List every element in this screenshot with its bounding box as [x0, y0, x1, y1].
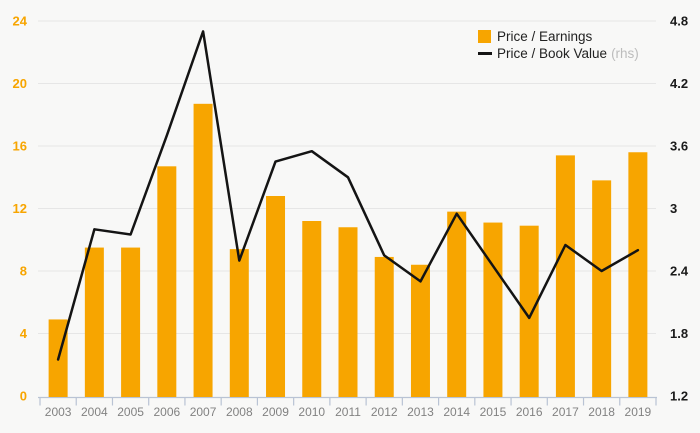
- right-axis-label-1.8: 1.8: [670, 326, 688, 341]
- x-label-2011: 2011: [335, 405, 361, 419]
- left-axis-label-20: 20: [13, 76, 27, 91]
- bar-2008: [229, 249, 249, 397]
- right-axis-label-4.2: 4.2: [670, 76, 688, 91]
- x-label-2013: 2013: [407, 405, 434, 419]
- x-label-2010: 2010: [298, 405, 325, 419]
- x-label-2015: 2015: [480, 405, 507, 419]
- legend-label-price-earnings: Price / Earnings: [497, 29, 593, 44]
- bar-2013: [410, 264, 430, 397]
- bar-2007: [193, 103, 213, 397]
- bar-2018: [592, 180, 612, 397]
- left-axis-label-12: 12: [13, 201, 27, 216]
- bar-2016: [519, 225, 539, 397]
- bar-2019: [628, 152, 648, 397]
- price-book-value-line: [56, 30, 640, 361]
- bar-2011: [338, 227, 358, 397]
- left-axis-label-24: 24: [13, 14, 28, 29]
- bar-2006: [157, 166, 177, 397]
- right-axis-label-2.4: 2.4: [670, 264, 689, 279]
- x-label-2004: 2004: [81, 405, 108, 419]
- right-axis-label-3.6: 3.6: [670, 139, 688, 154]
- x-label-2019: 2019: [625, 405, 652, 419]
- right-axis-label-4.8: 4.8: [670, 14, 688, 29]
- x-label-2017: 2017: [552, 405, 579, 419]
- legend-rhs-suffix: (rhs): [611, 46, 639, 61]
- legend-label-price-book-value: Price / Book Value: [497, 46, 608, 61]
- left-axis-label-16: 16: [13, 139, 27, 154]
- x-label-2005: 2005: [117, 405, 144, 419]
- x-label-2014: 2014: [443, 405, 470, 419]
- x-label-2008: 2008: [226, 405, 253, 419]
- legend: Price / Earnings Price / Book Value (rhs…: [478, 28, 639, 62]
- bar-2005: [121, 247, 141, 397]
- x-label-2006: 2006: [153, 405, 180, 419]
- bar-2009: [266, 196, 286, 397]
- legend-item-price-earnings: Price / Earnings: [478, 28, 639, 45]
- left-axis-label-8: 8: [20, 264, 27, 279]
- right-axis-label-3: 3: [670, 201, 677, 216]
- x-label-2007: 2007: [190, 405, 217, 419]
- bar-2017: [555, 155, 575, 397]
- bar-2010: [302, 221, 322, 397]
- legend-item-price-book-value: Price / Book Value (rhs): [478, 45, 639, 62]
- bar-2012: [374, 256, 394, 397]
- x-label-2009: 2009: [262, 405, 289, 419]
- x-label-2012: 2012: [371, 405, 398, 419]
- right-axis-label-1.2: 1.2: [670, 389, 688, 404]
- line-series-swatch-icon: [478, 52, 492, 55]
- left-axis-label-4: 4: [20, 326, 28, 341]
- x-label-2003: 2003: [45, 405, 72, 419]
- left-axis-label-0: 0: [20, 389, 27, 404]
- bar-2014: [447, 211, 467, 397]
- bar-2004: [84, 247, 104, 397]
- bar-series-swatch-icon: [478, 30, 491, 43]
- x-label-2018: 2018: [588, 405, 615, 419]
- x-label-2016: 2016: [516, 405, 543, 419]
- bar-2015: [483, 222, 503, 397]
